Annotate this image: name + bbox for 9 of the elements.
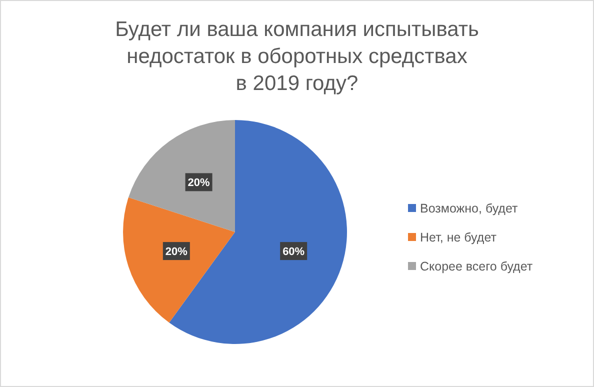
legend-label: Нет, не будет — [420, 230, 497, 244]
pie-slice — [123, 197, 235, 323]
data-label: 20% — [188, 177, 210, 190]
pie-slice — [128, 120, 235, 232]
data-label: 20% — [165, 246, 188, 258]
legend-label: Скорее всего будет — [420, 260, 533, 274]
data-label: 60% — [282, 246, 305, 258]
chart-title: Будет ли ваша компания испытывать недостаток в оборотных средствах в 2019 году? — [115, 18, 479, 95]
legend-label: Возможно, будет — [420, 202, 518, 216]
